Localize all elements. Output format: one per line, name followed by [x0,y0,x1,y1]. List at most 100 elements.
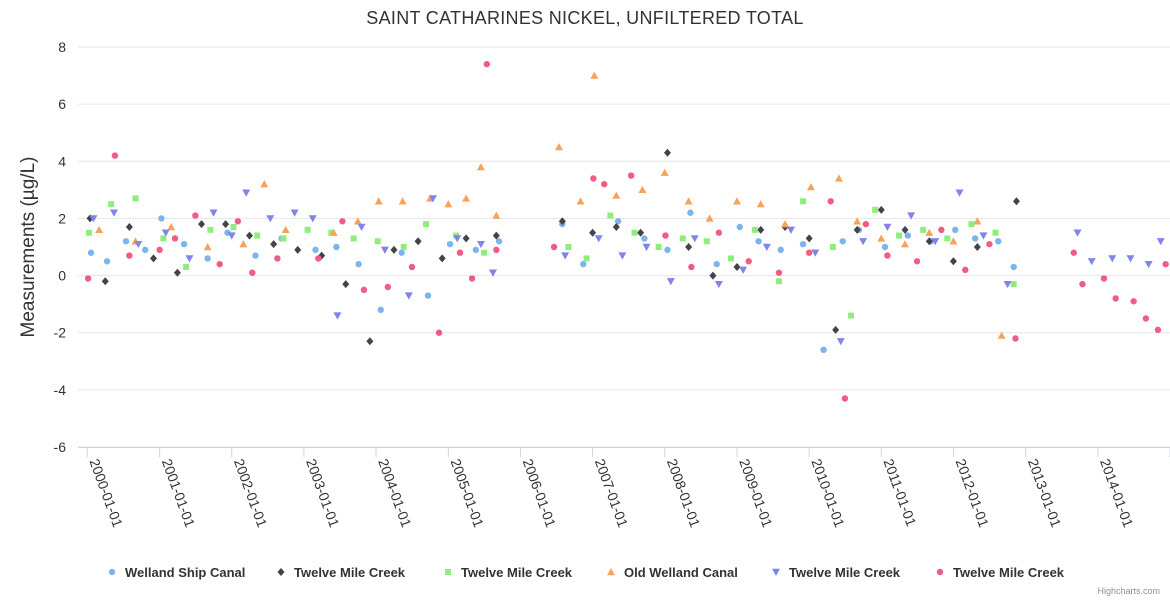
legend-symbol [772,568,780,576]
data-point [614,218,622,225]
data-point [84,275,92,282]
data-point [973,243,981,251]
data-point [1156,238,1165,246]
legend-item[interactable]: Twelve Mile Creek [936,565,1065,580]
data-point [820,346,827,354]
legend-label: Twelve Mile Creek [789,565,901,580]
data-point [612,223,620,231]
data-point [992,229,999,236]
series-1 [87,209,1017,354]
data-point [618,252,627,260]
data-point [594,235,603,243]
data-point [227,232,236,240]
data-point [254,232,261,239]
data-point [1087,258,1096,266]
data-point [424,292,432,299]
data-point [973,217,982,225]
data-point [762,243,771,251]
data-point [884,252,891,259]
data-point [398,197,407,205]
chart-title: SAINT CATHARINES NICKEL, UNFILTERED TOTA… [366,8,803,28]
data-point [733,197,742,205]
data-point [428,195,437,203]
data-point [565,244,572,250]
data-point [185,255,194,263]
data-point [281,225,290,234]
data-point [705,214,714,222]
data-point [786,226,795,234]
data-point [180,240,188,248]
data-point [132,195,139,202]
data-point [353,217,362,225]
data-point [108,201,115,208]
data-point [739,266,748,274]
data-point [274,255,281,262]
data-point [95,225,104,234]
data-point [550,243,558,251]
data-point [462,194,471,202]
y-tick-label: 6 [58,96,66,112]
data-point [329,228,338,236]
data-point [839,238,846,245]
legend-item[interactable]: Twelve Mile Creek [277,565,406,580]
data-point [642,243,651,251]
data-point [203,243,212,251]
data-point [1079,280,1086,288]
data-point [800,198,807,205]
data-point [422,221,429,228]
data-point [907,212,916,220]
data-point [688,263,695,271]
data-point [589,228,597,237]
data-point [342,280,350,289]
legend-label: Twelve Mile Creek [294,565,406,580]
data-point [266,215,275,223]
data-point [472,246,479,254]
x-tick-label: 2013-01-01 [1025,457,1065,530]
data-point [483,60,491,68]
data-point [962,266,969,274]
data-point [1012,197,1020,206]
data-point [829,244,836,250]
data-point [757,225,765,234]
data-point [435,329,443,336]
data-point [87,249,95,256]
data-point [125,223,133,231]
data-point [637,228,645,237]
data-point [1112,295,1119,302]
data-point [799,240,807,248]
data-point [246,231,254,240]
y-axis-ticks: 8 6 4 2 0 -2 -4 -6 [54,39,67,455]
data-point [641,235,648,242]
data-point [1012,335,1019,342]
data-point [476,163,485,171]
data-point [997,331,1006,339]
series-2 [86,148,1020,346]
y-axis-label: Measurements (µg/L) [18,157,39,338]
data-point [209,209,218,217]
data-point [1003,280,1012,289]
data-point [679,235,686,242]
x-tick-label: 2009-01-01 [736,457,776,530]
data-point [318,251,326,260]
legend-item[interactable]: Old Welland Canal [607,565,738,580]
data-point [380,246,389,254]
credits-link[interactable]: Highcharts.com [1097,586,1160,596]
data-point [881,243,889,251]
data-point [580,260,587,268]
y-tick-label: -6 [54,439,67,455]
data-point [476,240,485,249]
data-point [938,226,945,234]
data-point [204,255,211,262]
data-point [183,264,190,270]
y-tick-label: 0 [58,268,66,284]
legend-item[interactable]: Twelve Mile Creek [445,565,573,580]
data-point [492,211,501,219]
data-point [727,255,734,262]
legend-item[interactable]: Twelve Mile Creek [772,565,901,580]
x-tick-label: 2008-01-01 [664,457,704,530]
data-point [949,237,958,245]
data-point [901,240,910,248]
data-point [312,246,319,254]
data-point [333,243,340,251]
legend-item[interactable]: Welland Ship Canal [108,565,246,580]
